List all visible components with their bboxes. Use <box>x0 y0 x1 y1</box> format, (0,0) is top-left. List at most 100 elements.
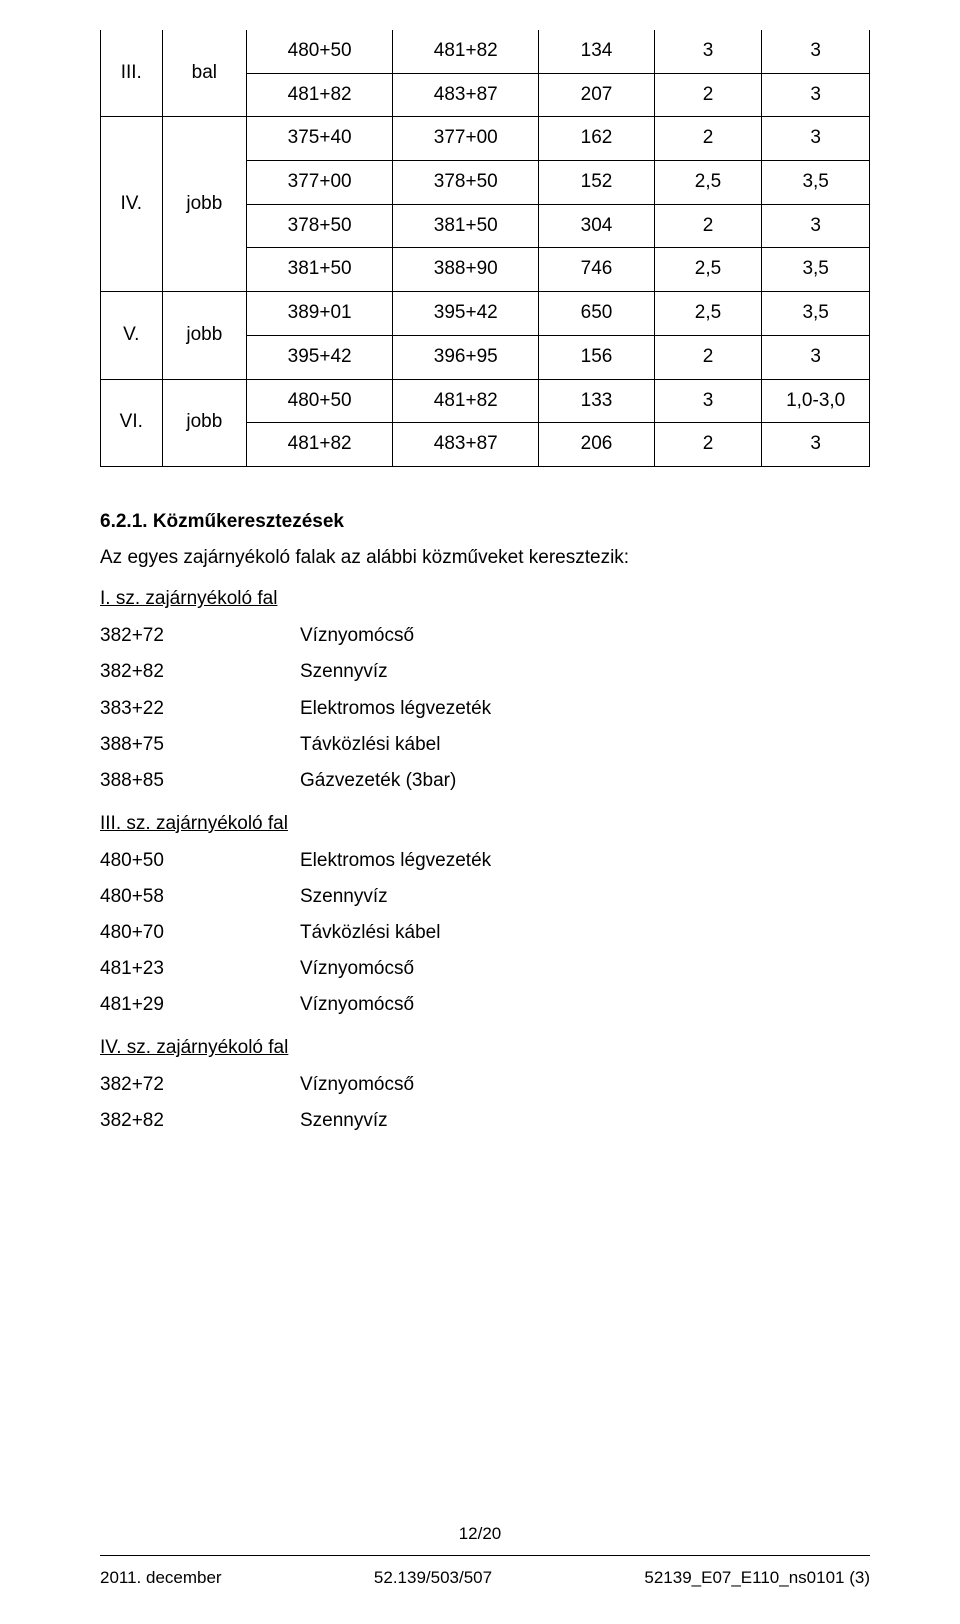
cell: 3 <box>762 423 870 467</box>
subheading: III. sz. zajárnyékoló fal <box>100 813 870 835</box>
cell: 480+50 <box>247 30 393 73</box>
cell: 2 <box>654 117 762 161</box>
kv-key: 480+50 <box>100 843 300 879</box>
kv-list: 382+72Víznyomócső 382+82Szennyvíz <box>100 1067 414 1139</box>
kv-value: Víznyomócső <box>300 951 491 987</box>
kv-value: Távközlési kábel <box>300 727 491 763</box>
cell: 483+87 <box>393 423 539 467</box>
cell: 481+82 <box>247 73 393 117</box>
footer-left: 2011. december <box>100 1568 222 1588</box>
cell: 483+87 <box>393 73 539 117</box>
page: III. bal 480+50 481+82 134 3 3 481+82 48… <box>0 0 960 1624</box>
subheading: I. sz. zajárnyékoló fal <box>100 588 870 610</box>
list-item: 481+23Víznyomócső <box>100 951 491 987</box>
list-item: 382+72Víznyomócső <box>100 1067 414 1103</box>
kv-key: 481+23 <box>100 951 300 987</box>
section-heading: 6.2.1. Közműkeresztezések <box>100 511 870 533</box>
data-table: III. bal 480+50 481+82 134 3 3 481+82 48… <box>100 30 870 467</box>
footer: 2011. december 52.139/503/507 52139_E07_… <box>100 1568 870 1588</box>
kv-key: 388+85 <box>100 763 300 799</box>
cell: 152 <box>539 161 654 205</box>
kv-value: Víznyomócső <box>300 987 491 1023</box>
kv-key: 382+72 <box>100 1067 300 1103</box>
footer-right: 52139_E07_E110_ns0101 (3) <box>644 1568 870 1588</box>
cell: 2 <box>654 204 762 248</box>
cell: 133 <box>539 379 654 423</box>
cell: 304 <box>539 204 654 248</box>
kv-value: Víznyomócső <box>300 618 491 654</box>
cell: 3,5 <box>762 161 870 205</box>
cell: 381+50 <box>393 204 539 248</box>
kv-value: Szennyvíz <box>300 879 491 915</box>
cell: 3,5 <box>762 292 870 336</box>
kv-value: Elektromos légvezeték <box>300 691 491 727</box>
cell: 2,5 <box>654 248 762 292</box>
table-row: VI. jobb 480+50 481+82 133 3 1,0-3,0 <box>101 379 870 423</box>
cell: 3,5 <box>762 248 870 292</box>
cell: 2 <box>654 73 762 117</box>
kv-key: 382+82 <box>100 1103 300 1139</box>
kv-value: Víznyomócső <box>300 1067 414 1103</box>
list-item: 480+58Szennyvíz <box>100 879 491 915</box>
kv-key: 480+58 <box>100 879 300 915</box>
cell: 481+82 <box>247 423 393 467</box>
list-item: 382+82Szennyvíz <box>100 1103 414 1139</box>
cell: 3 <box>654 30 762 73</box>
cell: 3 <box>762 30 870 73</box>
cell: 134 <box>539 30 654 73</box>
cell: 746 <box>539 248 654 292</box>
kv-key: 383+22 <box>100 691 300 727</box>
kv-value: Szennyvíz <box>300 654 491 690</box>
list-item: 388+75Távközlési kábel <box>100 727 491 763</box>
cell: 1,0-3,0 <box>762 379 870 423</box>
kv-list: 382+72Víznyomócső 382+82Szennyvíz 383+22… <box>100 618 491 798</box>
cell: 2,5 <box>654 161 762 205</box>
list-item: 480+50Elektromos légvezeték <box>100 843 491 879</box>
cell: 395+42 <box>393 292 539 336</box>
kv-value: Távközlési kábel <box>300 915 491 951</box>
cell: 2,5 <box>654 292 762 336</box>
group-label: III. <box>101 30 163 117</box>
group-side: bal <box>162 30 247 117</box>
subheading: IV. sz. zajárnyékoló fal <box>100 1037 870 1059</box>
cell: 481+82 <box>393 379 539 423</box>
footer-center: 52.139/503/507 <box>374 1568 492 1588</box>
group-label: IV. <box>101 117 163 292</box>
cell: 207 <box>539 73 654 117</box>
cell: 156 <box>539 335 654 379</box>
table-row: IV. jobb 375+40 377+00 162 2 3 <box>101 117 870 161</box>
cell: 3 <box>762 204 870 248</box>
kv-key: 480+70 <box>100 915 300 951</box>
kv-value: Elektromos légvezeték <box>300 843 491 879</box>
group-label: VI. <box>101 379 163 466</box>
footer-divider <box>100 1555 870 1556</box>
cell: 378+50 <box>393 161 539 205</box>
list-item: 383+22Elektromos légvezeték <box>100 691 491 727</box>
cell: 481+82 <box>393 30 539 73</box>
list-item: 481+29Víznyomócső <box>100 987 491 1023</box>
table-row: III. bal 480+50 481+82 134 3 3 <box>101 30 870 73</box>
kv-value: Gázvezeték (3bar) <box>300 763 491 799</box>
kv-key: 382+72 <box>100 618 300 654</box>
list-item: 382+82Szennyvíz <box>100 654 491 690</box>
cell: 396+95 <box>393 335 539 379</box>
cell: 377+00 <box>393 117 539 161</box>
list-item: 388+85Gázvezeték (3bar) <box>100 763 491 799</box>
cell: 395+42 <box>247 335 393 379</box>
cell: 650 <box>539 292 654 336</box>
kv-list: 480+50Elektromos légvezeték 480+58Szenny… <box>100 843 491 1023</box>
cell: 375+40 <box>247 117 393 161</box>
cell: 3 <box>654 379 762 423</box>
cell: 388+90 <box>393 248 539 292</box>
cell: 381+50 <box>247 248 393 292</box>
cell: 3 <box>762 117 870 161</box>
group-side: jobb <box>162 379 247 466</box>
cell: 3 <box>762 73 870 117</box>
kv-key: 388+75 <box>100 727 300 763</box>
cell: 378+50 <box>247 204 393 248</box>
intro-text: Az egyes zajárnyékoló falak az alábbi kö… <box>100 543 870 572</box>
table-row: V. jobb 389+01 395+42 650 2,5 3,5 <box>101 292 870 336</box>
cell: 2 <box>654 335 762 379</box>
cell: 2 <box>654 423 762 467</box>
group-label: V. <box>101 292 163 379</box>
